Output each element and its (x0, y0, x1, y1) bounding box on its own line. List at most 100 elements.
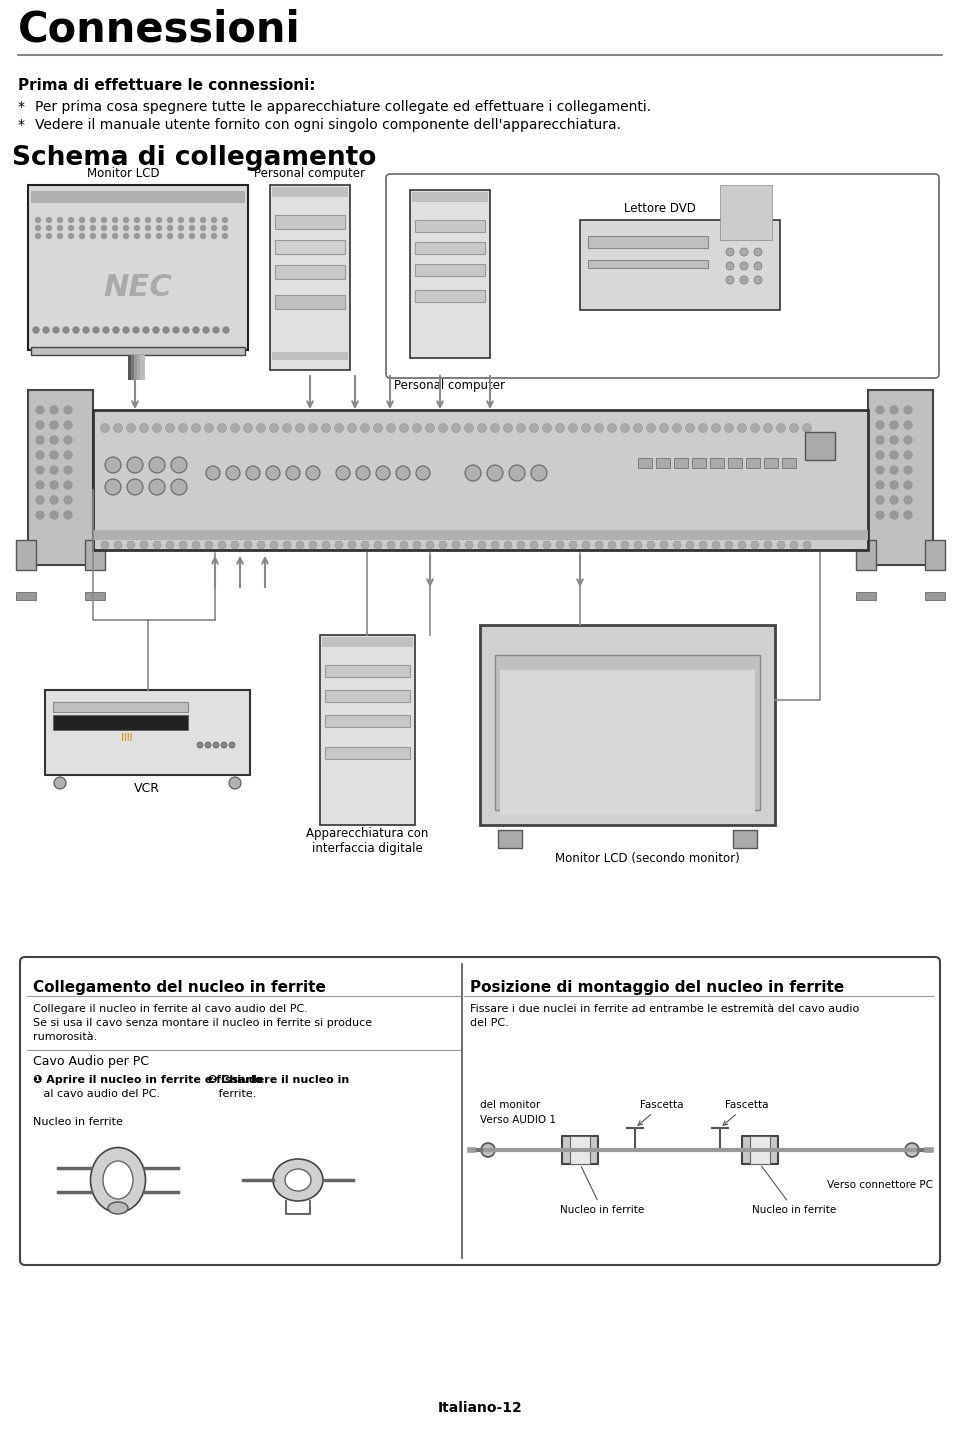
Text: Se si usa il cavo senza montare il nucleo in ferrite si produce: Se si usa il cavo senza montare il nucle… (33, 1018, 372, 1028)
Circle shape (64, 467, 72, 474)
Circle shape (105, 480, 121, 495)
Circle shape (230, 423, 239, 432)
Circle shape (163, 327, 169, 333)
Circle shape (306, 467, 320, 480)
Text: del monitor: del monitor (480, 1100, 540, 1110)
Bar (140, 356, 145, 380)
Circle shape (90, 226, 95, 230)
Text: Fissare i due nuclei in ferrite ad entrambe le estremità del cavo audio: Fissare i due nuclei in ferrite ad entra… (470, 1004, 859, 1014)
Circle shape (542, 423, 551, 432)
Circle shape (211, 217, 217, 223)
Circle shape (50, 511, 58, 518)
Circle shape (50, 481, 58, 490)
Circle shape (68, 226, 74, 230)
Bar (320, 635, 415, 825)
Circle shape (193, 327, 199, 333)
Circle shape (777, 541, 785, 549)
Bar (415, 220, 485, 232)
Text: Vedere il manuale utente fornito con ogni singolo componente dell'apparecchiatur: Vedere il manuale utente fornito con ogn… (35, 118, 621, 132)
Bar (137, 356, 142, 380)
Circle shape (660, 541, 668, 549)
Bar (45, 690, 250, 775)
Bar (93, 531, 868, 550)
Text: interfaccia digitale: interfaccia digitale (312, 842, 422, 855)
Circle shape (387, 541, 395, 549)
Circle shape (270, 541, 278, 549)
Bar (868, 390, 933, 564)
Circle shape (452, 541, 460, 549)
Circle shape (156, 233, 161, 239)
Circle shape (373, 423, 382, 432)
Bar (31, 192, 245, 203)
Circle shape (399, 423, 409, 432)
Circle shape (712, 541, 720, 549)
Circle shape (740, 262, 748, 271)
Circle shape (36, 511, 44, 518)
Bar (750, 1136, 770, 1164)
Circle shape (112, 217, 117, 223)
Circle shape (582, 423, 590, 432)
Circle shape (356, 467, 370, 480)
Circle shape (102, 217, 107, 223)
Circle shape (134, 217, 139, 223)
Circle shape (50, 406, 58, 415)
FancyBboxPatch shape (386, 174, 939, 377)
Circle shape (183, 327, 189, 333)
Ellipse shape (108, 1202, 128, 1214)
Bar (322, 636, 413, 647)
Circle shape (478, 541, 486, 549)
Circle shape (270, 423, 278, 432)
Circle shape (221, 742, 227, 747)
Circle shape (134, 233, 139, 239)
Bar (733, 829, 757, 848)
Bar (325, 747, 410, 759)
FancyBboxPatch shape (20, 958, 940, 1264)
Bar (412, 192, 488, 202)
Circle shape (192, 541, 200, 549)
Bar (580, 220, 780, 310)
Bar (570, 1136, 590, 1164)
Circle shape (218, 541, 226, 549)
Bar (275, 265, 345, 279)
Circle shape (64, 511, 72, 518)
Circle shape (64, 495, 72, 504)
Text: Schema di collegamento: Schema di collegamento (12, 145, 376, 171)
Circle shape (543, 541, 551, 549)
Bar (325, 665, 410, 677)
Text: Apparecchiatura con: Apparecchiatura con (306, 827, 428, 840)
Bar (720, 184, 772, 240)
Circle shape (68, 233, 74, 239)
Circle shape (348, 423, 356, 432)
Circle shape (140, 541, 148, 549)
Circle shape (504, 541, 512, 549)
Ellipse shape (285, 1169, 311, 1191)
Circle shape (582, 541, 590, 549)
Circle shape (33, 327, 39, 333)
Circle shape (905, 1143, 919, 1156)
Bar (415, 242, 485, 253)
Circle shape (102, 226, 107, 230)
Circle shape (105, 456, 121, 472)
Circle shape (904, 481, 912, 490)
Circle shape (113, 327, 119, 333)
Bar (764, 458, 778, 468)
Circle shape (491, 541, 499, 549)
Circle shape (334, 423, 344, 432)
Circle shape (58, 217, 62, 223)
Circle shape (620, 423, 630, 432)
Circle shape (595, 541, 603, 549)
Circle shape (266, 467, 280, 480)
Circle shape (904, 406, 912, 415)
Circle shape (396, 467, 410, 480)
Circle shape (481, 1143, 495, 1156)
Bar (588, 236, 708, 248)
Bar (134, 356, 139, 380)
Circle shape (50, 467, 58, 474)
Circle shape (153, 541, 161, 549)
Circle shape (211, 233, 217, 239)
Circle shape (36, 436, 44, 444)
Bar (495, 655, 760, 809)
Text: Nucleo in ferrite: Nucleo in ferrite (752, 1166, 836, 1215)
Circle shape (114, 541, 122, 549)
Circle shape (685, 423, 694, 432)
